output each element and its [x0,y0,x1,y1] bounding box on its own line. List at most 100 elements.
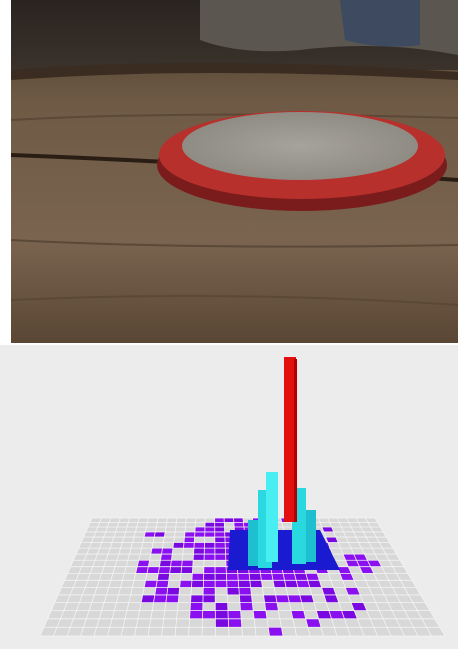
bar [266,472,278,562]
cell [160,554,173,561]
cell [159,560,172,567]
cell [321,587,337,595]
cell [203,566,216,574]
cell [233,518,244,523]
cell [263,594,278,603]
cell [215,610,229,619]
cell [239,594,253,603]
cell [141,594,155,603]
cell [204,522,215,528]
cell [214,522,225,528]
cell [137,560,150,567]
cell [294,573,308,581]
cell [146,566,160,574]
grain [10,239,458,248]
cell [193,542,205,549]
histogram-peak [228,357,340,570]
cell [189,610,203,619]
cell [154,587,168,595]
floor-grid-line [93,517,131,637]
cell [144,531,156,538]
person [340,0,420,47]
cell [215,618,229,628]
cell [193,554,205,561]
floor-grid-line [223,517,230,637]
cell [214,518,225,523]
bar [306,510,316,562]
cell [183,537,195,543]
cell [204,554,215,561]
floor-grid-line [201,517,206,637]
cell [341,610,358,619]
cell [307,580,322,588]
bar-side [294,359,297,522]
cell [214,527,225,532]
floor-grid-line [188,517,197,637]
cell [226,580,239,588]
cell [184,531,195,538]
cell [181,566,193,574]
floor-grid-line [53,517,102,637]
cell [144,580,158,588]
cell [249,573,262,581]
cell [194,531,205,538]
cell [299,594,315,603]
photo [10,0,458,343]
cell [204,548,215,555]
cell [367,560,382,567]
cell [202,610,216,619]
cell [214,566,227,574]
floor-grid-line [80,517,121,637]
cell [214,531,225,538]
floor-grid-line [107,517,140,637]
cell [233,522,244,528]
cell [214,548,226,555]
moon-map [182,112,418,180]
floor-grid-line [318,517,365,637]
table-edge [11,62,458,80]
cell [158,566,171,574]
cell [156,580,169,588]
cell [356,560,371,567]
cell [339,573,355,581]
cell [215,580,227,588]
cell [154,531,166,538]
floor-grid-line [39,517,93,637]
cell [249,580,263,588]
cell [345,560,360,567]
cell [153,594,167,603]
cell [226,573,239,581]
cell [325,537,339,543]
cell [157,573,170,581]
cell [214,537,226,543]
grain [10,295,458,306]
cell [194,527,205,532]
bar [248,520,258,566]
cell [191,573,204,581]
cell [181,560,194,567]
cell [296,580,310,588]
floor-grid-line [66,517,112,637]
cell [172,542,184,549]
cell [224,518,234,523]
cell [190,594,204,603]
cell [238,580,251,588]
cell [191,580,204,588]
cell [135,566,149,574]
grain [10,113,458,121]
cell [166,587,180,595]
floor-grid-line [346,517,405,637]
cell [316,610,332,619]
cell [214,542,226,549]
cell [239,602,254,611]
cell [228,618,242,628]
cell [337,566,352,574]
cell [275,594,290,603]
cell [359,566,374,574]
cell [353,554,368,561]
cell [202,594,216,603]
cell [214,554,226,561]
cell [150,548,163,555]
floor-grid-line [120,517,149,637]
